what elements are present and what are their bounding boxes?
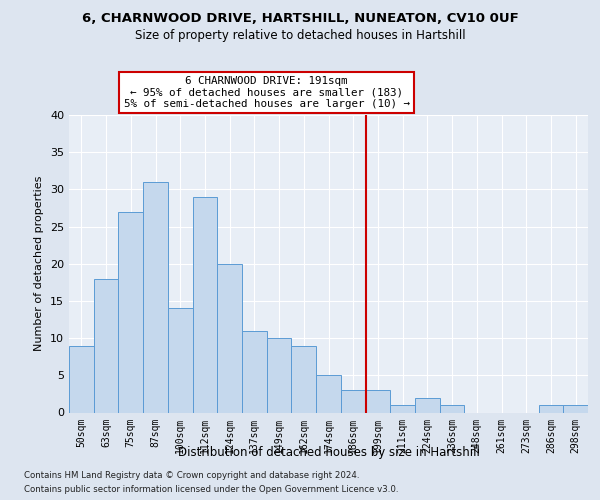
Bar: [539, 405, 563, 412]
Bar: [118, 212, 143, 412]
Text: 6 CHARNWOOD DRIVE: 191sqm
← 95% of detached houses are smaller (183)
5% of semi-: 6 CHARNWOOD DRIVE: 191sqm ← 95% of detac…: [124, 76, 410, 109]
Bar: [168, 308, 193, 412]
Text: Distribution of detached houses by size in Hartshill: Distribution of detached houses by size …: [178, 446, 480, 459]
Bar: [390, 405, 415, 412]
Bar: [563, 405, 588, 412]
Text: 6, CHARNWOOD DRIVE, HARTSHILL, NUNEATON, CV10 0UF: 6, CHARNWOOD DRIVE, HARTSHILL, NUNEATON,…: [82, 12, 518, 24]
Bar: [267, 338, 292, 412]
Y-axis label: Number of detached properties: Number of detached properties: [34, 176, 44, 352]
Bar: [94, 278, 118, 412]
Bar: [415, 398, 440, 412]
Bar: [193, 197, 217, 412]
Text: Contains HM Land Registry data © Crown copyright and database right 2024.: Contains HM Land Registry data © Crown c…: [24, 470, 359, 480]
Bar: [365, 390, 390, 412]
Bar: [143, 182, 168, 412]
Bar: [217, 264, 242, 412]
Bar: [242, 330, 267, 412]
Bar: [292, 346, 316, 412]
Text: Contains public sector information licensed under the Open Government Licence v3: Contains public sector information licen…: [24, 484, 398, 494]
Bar: [316, 376, 341, 412]
Text: Size of property relative to detached houses in Hartshill: Size of property relative to detached ho…: [134, 29, 466, 42]
Bar: [440, 405, 464, 412]
Bar: [341, 390, 365, 412]
Bar: [69, 346, 94, 412]
